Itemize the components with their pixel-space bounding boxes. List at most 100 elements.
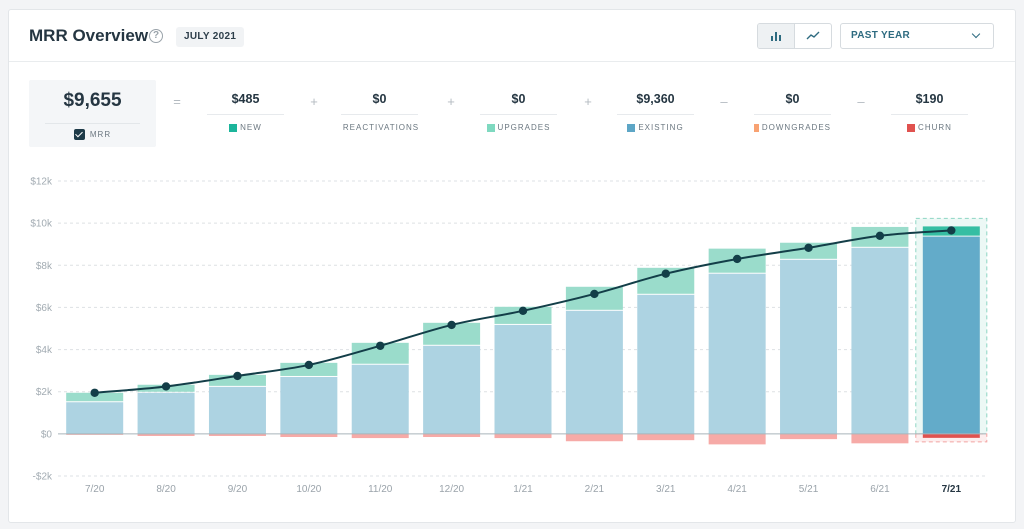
metric-reactivations: $0 REACTIVATIONS — [341, 92, 418, 132]
bar-existing-6-21[interactable] — [851, 247, 909, 434]
bar-existing-5-21[interactable] — [780, 259, 838, 434]
mrr-point-7-21[interactable] — [947, 226, 956, 235]
y-tick-label: $4k — [36, 345, 53, 356]
x-tick-label: 7/21 — [942, 484, 962, 495]
bar-existing-10-20[interactable] — [280, 376, 338, 434]
plus-operator: + — [584, 94, 592, 109]
mrr-label: MRR — [89, 130, 112, 139]
metric-value: $0 — [372, 92, 387, 106]
x-tick-label: 2/21 — [585, 484, 605, 495]
metric-label: CHURN — [918, 123, 952, 132]
period-select-value: PAST YEAR — [851, 30, 911, 41]
bar-churn-8-20[interactable] — [137, 433, 195, 436]
line-chart-view-button[interactable] — [795, 24, 831, 48]
page-title: MRR Overview — [29, 26, 149, 45]
bar-existing-11-20[interactable] — [351, 364, 409, 434]
bar-new-9-20[interactable] — [208, 374, 266, 386]
mrr-total-box: $9,655 MRR — [29, 80, 156, 147]
bar-churn-6-21[interactable] — [851, 433, 909, 444]
mrr-point-6-21[interactable] — [875, 231, 885, 240]
swatch-existing — [627, 123, 636, 132]
mrr-checkbox[interactable] — [73, 129, 85, 140]
bar-churn-1-21[interactable] — [494, 433, 552, 439]
bar-churn-2-21[interactable] — [565, 433, 623, 442]
metric-label: EXISTING — [638, 123, 684, 132]
mrr-point-12-20[interactable] — [447, 320, 456, 330]
minus-operator: – — [857, 94, 865, 109]
swatch-downgrades — [754, 123, 759, 132]
metric-value: $485 — [231, 92, 260, 106]
mrr-summary: $9,655 MRR = $485 NEW + $0 REACTIVATIONS — [9, 62, 1015, 162]
bar-churn-5-21[interactable] — [780, 433, 838, 440]
bar-churn-7-21[interactable] — [922, 433, 980, 438]
bar-new-10-20[interactable] — [280, 362, 338, 376]
bar-existing-8-20[interactable] — [137, 392, 195, 434]
bar-churn-9-20[interactable] — [208, 433, 266, 436]
metric-label: REACTIVATIONS — [342, 123, 420, 132]
minus-operator: – — [720, 94, 728, 109]
mrr-point-7-20[interactable] — [90, 388, 99, 397]
metric-value: $9,360 — [636, 92, 675, 106]
y-tick-label: $10k — [30, 219, 53, 230]
question-circle-icon[interactable]: ? — [149, 29, 163, 43]
mrr-point-5-21[interactable] — [804, 243, 813, 252]
line-chart-icon — [806, 31, 820, 40]
y-tick-label: $12k — [30, 177, 53, 188]
metric-churn: $190 CHURN — [891, 92, 968, 132]
bar-existing-7-20[interactable] — [66, 402, 124, 434]
period-select[interactable]: PAST YEAR — [840, 23, 994, 49]
metric-new: $485 NEW — [207, 92, 284, 132]
mrr-point-11-20[interactable] — [376, 341, 385, 350]
bar-existing-9-20[interactable] — [208, 386, 266, 434]
metric-value: $190 — [915, 92, 944, 106]
bar-existing-12-20[interactable] — [423, 345, 481, 434]
swatch-new — [229, 123, 238, 132]
y-tick-label: $0 — [41, 429, 53, 440]
x-tick-label: 8/20 — [156, 484, 176, 495]
bar-churn-10-20[interactable] — [280, 433, 338, 438]
bar-new-2-21[interactable] — [565, 286, 623, 310]
bar-churn-3-21[interactable] — [637, 433, 695, 441]
x-tick-label: 7/20 — [85, 484, 105, 495]
bar-churn-12-20[interactable] — [423, 433, 481, 438]
plus-operator: + — [310, 94, 318, 109]
mrr-point-4-21[interactable] — [732, 254, 742, 264]
bar-existing-2-21[interactable] — [565, 310, 623, 434]
metric-downgrades: $0 DOWNGRADES — [754, 92, 831, 132]
mrr-point-8-20[interactable] — [161, 382, 171, 391]
bar-new-7-20[interactable] — [66, 392, 124, 402]
equals-operator: = — [173, 94, 181, 109]
mrr-point-3-21[interactable] — [661, 269, 670, 278]
card-header: MRR Overview ? JULY 2021 PAST YEAR — [9, 10, 1015, 62]
metric-label: DOWNGRADES — [761, 123, 831, 132]
y-tick-label: $8k — [36, 261, 53, 272]
bar-chart-view-button[interactable] — [758, 24, 795, 48]
bar-existing-1-21[interactable] — [494, 324, 552, 434]
x-tick-label: 11/20 — [368, 484, 393, 495]
mrr-point-10-20[interactable] — [304, 360, 314, 370]
mrr-point-2-21[interactable] — [590, 289, 599, 299]
swatch-upgrades — [486, 123, 495, 132]
bar-churn-4-21[interactable] — [708, 433, 766, 445]
metric-existing: $9,360 EXISTING — [617, 92, 694, 132]
metric-upgrades: $0 UPGRADES — [480, 92, 557, 132]
date-badge: JULY 2021 — [176, 27, 245, 47]
bar-churn-11-20[interactable] — [351, 433, 409, 439]
bar-existing-4-21[interactable] — [708, 273, 766, 434]
bar-existing-7-21[interactable] — [922, 236, 980, 434]
y-tick-label: -$2k — [33, 472, 53, 483]
x-tick-label: 12/20 — [439, 484, 464, 495]
mrr-point-9-20[interactable] — [233, 371, 242, 381]
metric-label: NEW — [240, 123, 262, 132]
metric-value: $0 — [511, 92, 526, 106]
mrr-total-value: $9,655 — [63, 90, 122, 111]
y-tick-label: $6k — [36, 303, 53, 314]
bar-existing-3-21[interactable] — [637, 294, 695, 434]
y-tick-label: $2k — [36, 387, 53, 398]
metric-value: $0 — [785, 92, 800, 106]
bar-new-11-20[interactable] — [351, 342, 409, 364]
bar-new-1-21[interactable] — [494, 306, 552, 324]
metric-label: UPGRADES — [497, 123, 551, 132]
mrr-point-1-21[interactable] — [518, 306, 528, 315]
